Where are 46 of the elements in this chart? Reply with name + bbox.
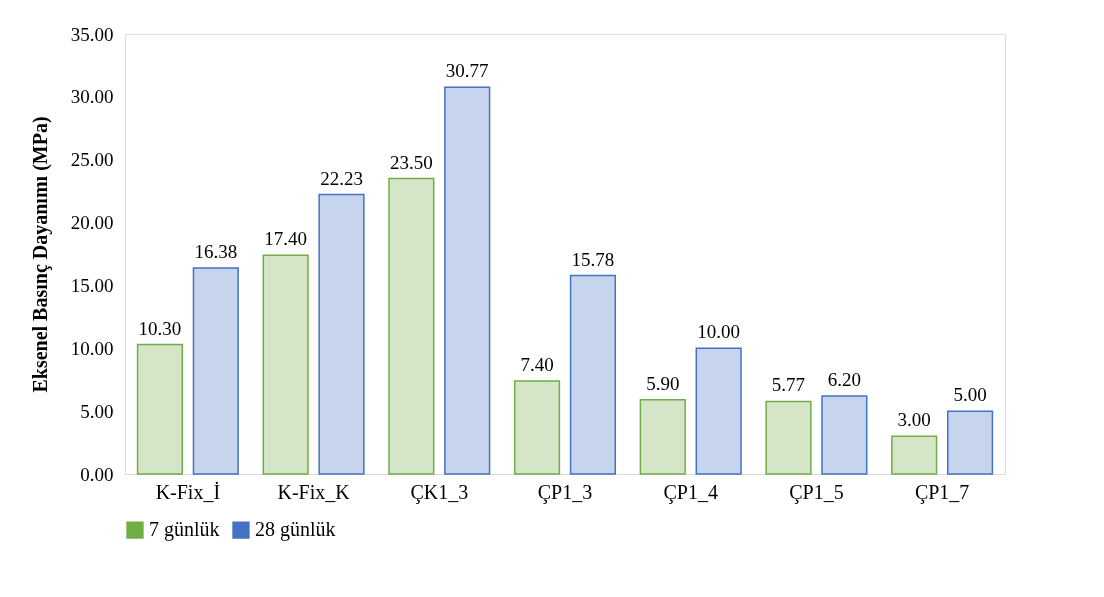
bar: [513, 380, 561, 475]
x-tick-label: ÇP1_5: [789, 480, 844, 504]
data-label: 23.50: [389, 151, 433, 173]
x-tick-label: ÇP1_7: [914, 480, 970, 504]
y-tick-label: 20.00: [70, 212, 114, 234]
x-tick-label: K-Fix_K: [277, 480, 351, 503]
data-label: 3.00: [897, 409, 931, 431]
y-axis-title: Eksenel Basınç Dayanımı (MPa): [28, 116, 52, 393]
bar: [765, 400, 812, 475]
data-label: 16.38: [194, 241, 238, 263]
bar: [444, 86, 491, 475]
legend-label: 7 günlük: [149, 518, 220, 542]
y-tick-label: 25.00: [70, 149, 114, 171]
y-tick-label: 5.00: [80, 400, 114, 422]
y-tick-label: 35.00: [70, 23, 114, 45]
x-tick-label: ÇP1_4: [663, 480, 718, 504]
data-label: 10.00: [697, 321, 741, 343]
bar: [318, 193, 365, 475]
bar: [262, 254, 309, 475]
legend-label: 28 günlük: [255, 518, 336, 542]
x-tick-label: ÇK1_3: [410, 480, 469, 504]
data-label: 5.00: [953, 384, 987, 406]
data-label: 15.78: [571, 248, 615, 270]
bar: [821, 395, 868, 475]
data-label: 5.90: [646, 372, 680, 394]
data-label: 6.20: [827, 369, 861, 391]
bar: [569, 274, 617, 475]
x-tick-label: ÇP1_3: [537, 480, 593, 504]
data-label: 22.23: [320, 167, 363, 189]
bar: [695, 347, 742, 475]
bar: [639, 399, 686, 475]
data-label: 7.40: [520, 353, 554, 375]
bar: [192, 267, 239, 475]
data-label: 10.30: [138, 317, 182, 339]
data-label: 30.77: [445, 60, 489, 82]
y-tick-label: 30.00: [70, 86, 114, 108]
bar: [136, 343, 184, 475]
x-tick-label: K-Fix_İ: [155, 480, 221, 503]
bar: [891, 435, 938, 475]
data-label: 17.40: [264, 228, 308, 250]
bar: [388, 177, 435, 475]
data-label: 5.77: [771, 374, 806, 396]
y-tick-label: 10.00: [70, 337, 114, 359]
bar: [946, 410, 994, 475]
y-tick-label: 0.00: [80, 463, 114, 485]
y-tick-label: 15.00: [70, 274, 114, 296]
